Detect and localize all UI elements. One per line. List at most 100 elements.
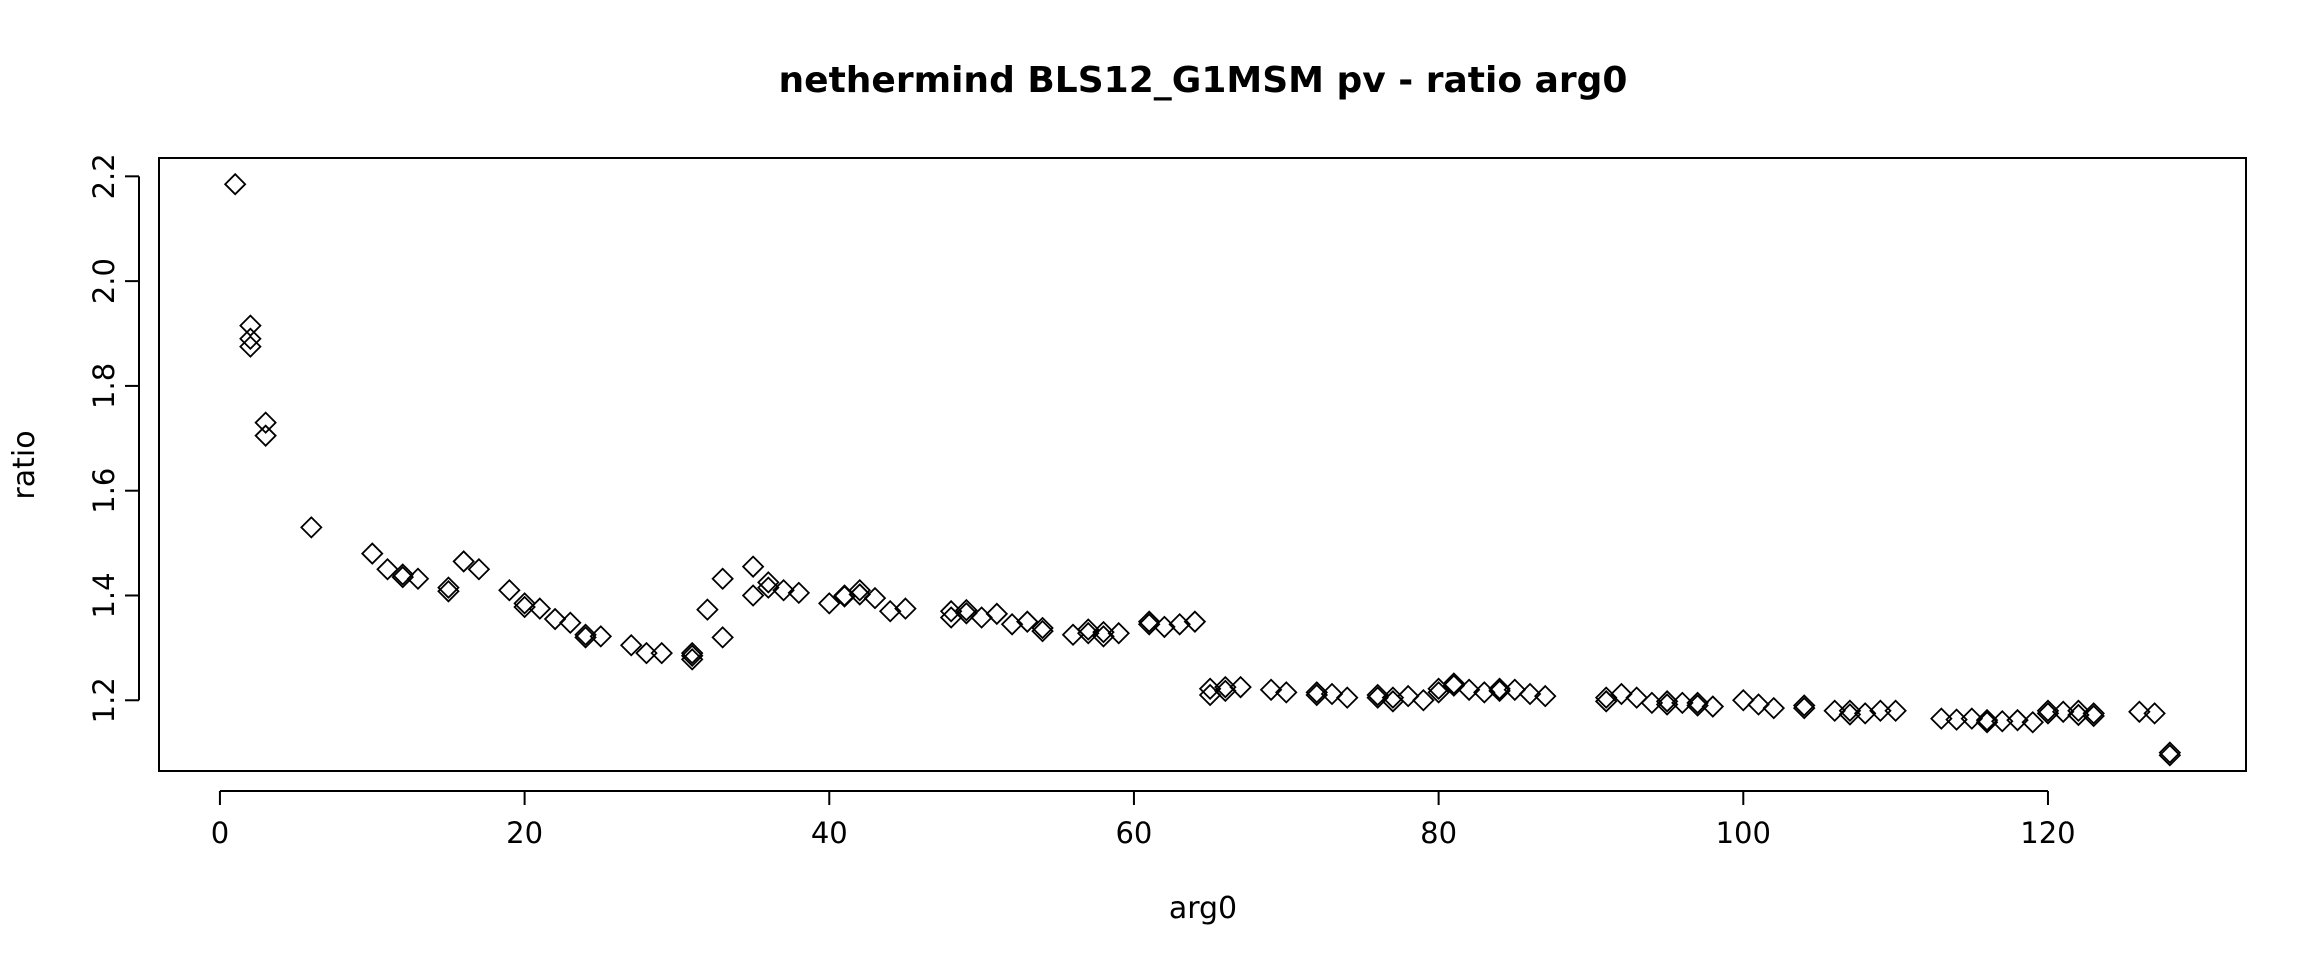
data-point (1533, 684, 1557, 708)
data-point (391, 563, 415, 586)
data-point (437, 576, 460, 599)
data-point (1335, 686, 1359, 709)
data-point (787, 581, 811, 605)
data-point (467, 558, 491, 581)
data-point (589, 625, 613, 648)
data-point (2082, 702, 2105, 725)
x-tick-label: 40 (811, 816, 848, 850)
data-point (863, 586, 887, 610)
data-point (1762, 696, 1786, 720)
data-point (2067, 699, 2090, 723)
data-point (300, 516, 323, 539)
data-point (559, 611, 582, 635)
data-point (1366, 683, 1389, 707)
data-point (1259, 678, 1283, 702)
data-point (1503, 678, 1527, 702)
x-tick-label: 120 (2020, 816, 2075, 850)
data-point (2021, 711, 2045, 734)
data-point (1792, 696, 1816, 720)
data-point (848, 578, 872, 602)
data-point (955, 602, 978, 625)
data-point (955, 598, 978, 622)
data-point (391, 565, 415, 589)
data-point (1031, 616, 1054, 640)
data-point (1518, 682, 1542, 706)
data-point (1747, 693, 1770, 716)
data-point (1975, 708, 1999, 732)
data-point (2036, 699, 2060, 723)
y-tick-label: 1.8 (87, 363, 121, 409)
data-point (1412, 688, 1435, 712)
x-axis: 0 20 40 60 80 100 120 (211, 790, 2076, 850)
data-point (1838, 699, 1862, 723)
data-point (1457, 678, 1481, 702)
data-point (1427, 681, 1450, 704)
data-point (650, 641, 673, 665)
x-tick-label: 20 (506, 816, 543, 850)
data-points (223, 172, 2182, 767)
data-point (2128, 700, 2151, 724)
data-point (498, 578, 521, 602)
data-point (254, 411, 277, 434)
data-point (239, 327, 262, 351)
data-point (1732, 688, 1755, 712)
y-tick-label: 1.6 (87, 468, 121, 514)
data-point (1305, 681, 1329, 704)
data-point (741, 584, 765, 607)
data-point (239, 314, 262, 337)
data-point (1686, 691, 1709, 715)
data-point (1610, 682, 1633, 706)
data-point (635, 641, 658, 665)
data-point (1137, 610, 1161, 633)
data-point (848, 583, 872, 606)
data-point (1137, 613, 1161, 636)
data-point (741, 555, 765, 578)
y-axis: 1.2 1.4 1.6 1.8 2.0 2.2 (87, 153, 140, 723)
x-axis-label: arg0 (1169, 891, 1237, 926)
x-tick-label: 80 (1420, 816, 1457, 850)
data-point (1076, 618, 1100, 641)
data-point (2158, 744, 2182, 767)
data-point (1594, 690, 1618, 713)
data-point (1396, 684, 1420, 708)
x-tick-label: 100 (1716, 816, 1771, 850)
data-point (1686, 694, 1709, 717)
plot-area-frame (158, 157, 2247, 772)
data-point (1366, 686, 1389, 709)
data-point (1016, 610, 1039, 633)
data-point (376, 558, 399, 581)
data-point (1275, 681, 1298, 704)
data-point (1625, 686, 1648, 709)
data-point (1031, 619, 1054, 643)
x-tick-label: 0 (211, 816, 229, 850)
data-point (2006, 708, 2029, 732)
data-point (1442, 674, 1466, 697)
data-point (239, 335, 262, 358)
data-point (223, 172, 247, 196)
data-point (985, 602, 1009, 626)
data-point (1960, 707, 1984, 730)
data-point (2158, 741, 2182, 764)
y-axis-label: ratio (7, 430, 42, 499)
data-point (360, 542, 384, 565)
data-point (1442, 672, 1466, 695)
y-tick-label: 1.2 (87, 677, 121, 723)
data-point (406, 567, 430, 590)
data-point (1488, 677, 1511, 701)
data-point (1671, 691, 1694, 715)
data-point (757, 576, 780, 599)
data-point (437, 580, 460, 603)
data-point (1229, 675, 1252, 699)
data-point (680, 641, 704, 665)
data-point (1884, 699, 1907, 723)
data-point (1792, 694, 1816, 717)
data-point (2143, 702, 2166, 725)
data-point (711, 626, 734, 649)
data-point (452, 550, 475, 573)
data-point (1183, 610, 1207, 633)
chart-title: nethermind BLS12_G1MSM pv - ratio arg0 (779, 60, 1628, 101)
data-point (513, 592, 536, 615)
data-point (574, 623, 597, 647)
data-point (680, 644, 704, 668)
data-point (1869, 699, 1892, 723)
